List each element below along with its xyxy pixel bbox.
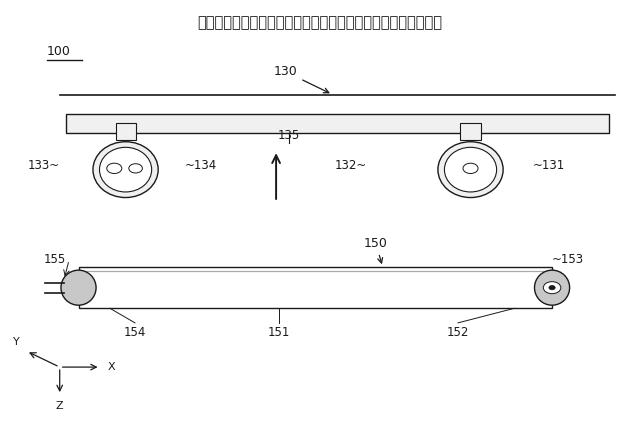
Ellipse shape	[93, 142, 158, 198]
Text: ~131: ~131	[533, 159, 566, 172]
Text: ~153: ~153	[552, 253, 584, 266]
Text: 150: 150	[364, 237, 388, 263]
Text: Y: Y	[13, 337, 20, 347]
Text: 135: 135	[278, 129, 300, 142]
Text: 132~: 132~	[335, 159, 367, 172]
Text: X: X	[108, 362, 116, 372]
Text: 130: 130	[274, 65, 329, 93]
Circle shape	[549, 286, 555, 290]
Circle shape	[129, 164, 142, 173]
Text: Z: Z	[56, 401, 63, 411]
Text: 133~: 133~	[28, 159, 60, 172]
Ellipse shape	[438, 142, 503, 198]
Bar	[79, 267, 552, 308]
Ellipse shape	[99, 147, 152, 192]
Ellipse shape	[61, 270, 96, 305]
Text: 100: 100	[47, 45, 71, 58]
Ellipse shape	[534, 270, 570, 305]
Text: 155: 155	[44, 253, 66, 266]
Bar	[461, 123, 481, 140]
Circle shape	[107, 163, 122, 173]
Text: 151: 151	[268, 326, 291, 339]
Circle shape	[463, 163, 478, 173]
Ellipse shape	[444, 147, 497, 192]
Circle shape	[543, 282, 561, 294]
Bar	[66, 114, 609, 133]
Text: 152: 152	[447, 326, 469, 339]
Bar	[116, 123, 136, 140]
Text: 154: 154	[124, 326, 146, 339]
Text: ~134: ~134	[185, 159, 218, 172]
Text: 本発明の一実施形態における照明器具の外観構成を例示する図: 本発明の一実施形態における照明器具の外観構成を例示する図	[198, 15, 442, 30]
